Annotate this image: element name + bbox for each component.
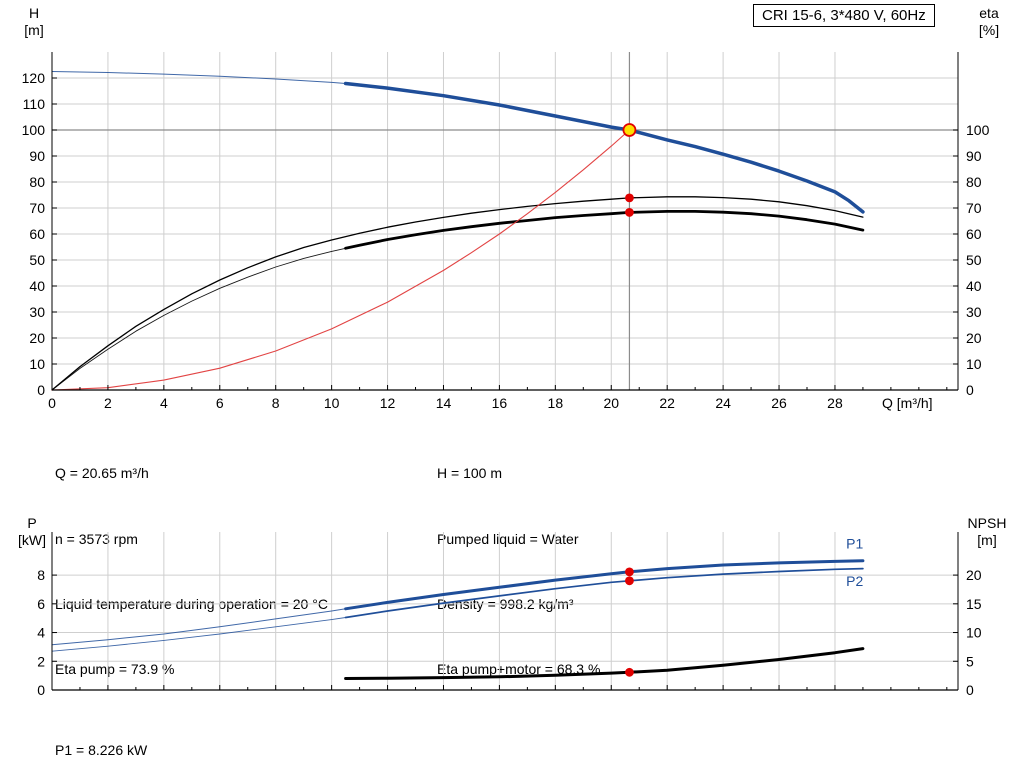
svg-text:4: 4 xyxy=(37,625,45,641)
svg-text:70: 70 xyxy=(29,200,45,216)
svg-text:120: 120 xyxy=(22,70,46,86)
svg-text:30: 30 xyxy=(29,304,45,320)
svg-text:30: 30 xyxy=(966,304,982,320)
svg-text:0: 0 xyxy=(37,682,45,698)
p-axis-label-unit: [kW] xyxy=(18,532,46,548)
eta-axis-label: eta [%] xyxy=(964,5,1014,39)
svg-text:2: 2 xyxy=(37,653,45,669)
svg-text:26: 26 xyxy=(771,395,787,411)
svg-text:5: 5 xyxy=(966,653,974,669)
svg-text:50: 50 xyxy=(966,252,982,268)
svg-text:2: 2 xyxy=(104,395,112,411)
svg-text:90: 90 xyxy=(29,148,45,164)
svg-text:40: 40 xyxy=(966,278,982,294)
svg-text:100: 100 xyxy=(22,122,46,138)
info-eta-pump: Eta pump = 73.9 % xyxy=(55,660,175,677)
svg-text:10: 10 xyxy=(29,356,45,372)
p-axis-label-symbol: P xyxy=(27,515,37,531)
svg-text:40: 40 xyxy=(29,278,45,294)
svg-text:8: 8 xyxy=(272,395,280,411)
svg-text:6: 6 xyxy=(37,596,45,612)
info-flow: Q = 20.65 m³/h xyxy=(55,465,149,482)
svg-text:12: 12 xyxy=(380,395,396,411)
svg-text:20: 20 xyxy=(966,330,982,346)
info-p1: P1 = 8.226 kW xyxy=(55,742,148,759)
p-axis-label: P [kW] xyxy=(8,515,56,549)
svg-text:80: 80 xyxy=(29,174,45,190)
svg-text:60: 60 xyxy=(966,226,982,242)
svg-text:110: 110 xyxy=(23,96,46,112)
svg-text:16: 16 xyxy=(492,395,508,411)
svg-text:18: 18 xyxy=(548,395,564,411)
pump-designation-box: CRI 15-6, 3*480 V, 60Hz xyxy=(753,4,935,27)
svg-text:50: 50 xyxy=(29,252,45,268)
info-pumped-liquid: Pumped liquid = Water xyxy=(437,530,579,547)
svg-text:0: 0 xyxy=(48,395,56,411)
svg-text:90: 90 xyxy=(966,148,982,164)
svg-text:0: 0 xyxy=(966,382,974,398)
npsh-axis-label-unit: [m] xyxy=(977,532,997,548)
svg-text:8: 8 xyxy=(37,567,45,583)
h-axis-label: H [m] xyxy=(12,5,56,39)
svg-text:14: 14 xyxy=(436,395,452,411)
npsh-axis-label: NPSH [m] xyxy=(956,515,1018,549)
svg-text:70: 70 xyxy=(966,200,982,216)
h-axis-label-symbol: H xyxy=(28,5,40,21)
eta-axis-label-symbol: eta xyxy=(979,5,999,21)
info-head: H = 100 m xyxy=(437,465,502,482)
power-npsh-chart: 0 2 4 6 8 0 5 10 15 20 P1 P2 xyxy=(37,532,982,698)
npsh-axis-label-symbol: NPSH xyxy=(967,515,1007,531)
svg-text:24: 24 xyxy=(715,395,731,411)
svg-text:P1: P1 xyxy=(846,536,863,552)
svg-text:P2: P2 xyxy=(846,573,863,589)
svg-text:28: 28 xyxy=(827,395,843,411)
svg-text:15: 15 xyxy=(966,596,982,612)
svg-text:10: 10 xyxy=(966,356,982,372)
svg-text:0: 0 xyxy=(37,382,45,398)
svg-text:100: 100 xyxy=(966,122,990,138)
svg-text:10: 10 xyxy=(966,625,982,641)
svg-text:0: 0 xyxy=(966,682,974,698)
qh-chart: 0 2 4 6 8 10 12 14 16 18 20 22 24 26 28010203040506070… xyxy=(22,52,990,411)
svg-text:22: 22 xyxy=(659,395,675,411)
svg-text:20: 20 xyxy=(29,330,45,346)
eta-axis-label-unit: [%] xyxy=(978,22,1000,38)
svg-text:20: 20 xyxy=(603,395,619,411)
q-axis-label: Q [m³/h] xyxy=(882,395,933,411)
svg-text:60: 60 xyxy=(29,226,45,242)
h-axis-label-unit: [m] xyxy=(24,22,44,38)
power-info: P1 = 8.226 kW P2 = 7.603 kW NPSH = 3.08 … xyxy=(55,697,153,781)
info-speed: n = 3573 rpm xyxy=(55,530,138,547)
svg-text:80: 80 xyxy=(966,174,982,190)
svg-text:10: 10 xyxy=(324,395,340,411)
svg-text:4: 4 xyxy=(160,395,168,411)
svg-text:20: 20 xyxy=(966,567,982,583)
svg-text:6: 6 xyxy=(216,395,224,411)
